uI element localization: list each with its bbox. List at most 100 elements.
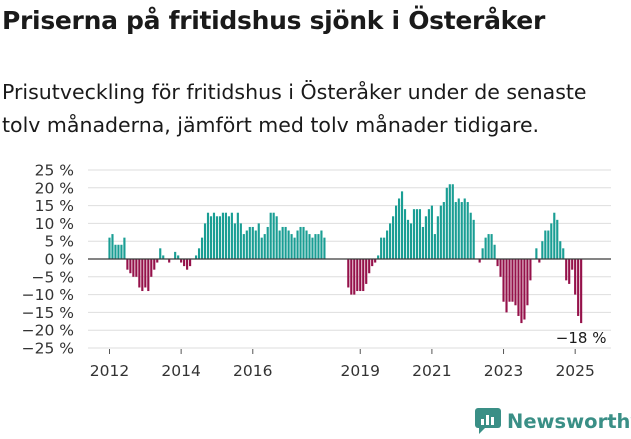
bar <box>200 237 204 259</box>
y-tick-label: 20 % <box>35 179 74 197</box>
bar <box>206 212 210 259</box>
bar <box>224 212 227 259</box>
bar <box>484 237 487 259</box>
bar <box>317 234 320 259</box>
bar <box>263 234 266 259</box>
bar <box>251 226 254 259</box>
bar <box>508 259 511 302</box>
bar <box>212 212 216 259</box>
bar <box>284 226 287 259</box>
bar <box>314 234 317 259</box>
bar <box>502 259 505 302</box>
x-tick-label: 2023 <box>484 362 523 380</box>
bar <box>481 248 484 259</box>
bar <box>415 209 419 259</box>
bar <box>409 223 413 259</box>
bar <box>496 259 499 267</box>
newsworthy-logo[interactable]: Newsworthy <box>475 406 631 436</box>
bar <box>126 259 129 270</box>
bar <box>236 212 239 259</box>
x-tick-label: 2014 <box>161 362 200 380</box>
bar <box>418 209 422 259</box>
y-tick-label: 5 % <box>44 233 74 251</box>
bar <box>562 248 565 259</box>
bar <box>362 259 365 292</box>
bar <box>403 209 407 259</box>
bar <box>347 259 350 288</box>
bar <box>356 259 359 292</box>
y-tick-label: −25 % <box>22 340 74 358</box>
bar <box>302 226 305 259</box>
bar <box>150 259 153 277</box>
bar <box>275 216 278 259</box>
bar <box>287 230 290 259</box>
bar <box>466 202 469 259</box>
x-tick-label: 2019 <box>341 362 380 380</box>
bar <box>350 259 353 295</box>
y-tick-label: −20 % <box>22 322 74 340</box>
bar <box>215 216 219 259</box>
bar <box>556 219 559 259</box>
y-axis: 25 %20 %15 %10 %5 %0 %−5 %−10 %−15 %−20 … <box>22 162 74 358</box>
bar <box>293 237 296 259</box>
x-tick-label: 2021 <box>412 362 451 380</box>
bar <box>436 216 439 259</box>
bar <box>550 223 553 259</box>
bar <box>168 259 171 263</box>
bar <box>442 202 445 259</box>
y-tick-label: 10 % <box>35 215 74 233</box>
bar <box>535 248 538 259</box>
bar <box>197 248 201 259</box>
bar <box>568 259 571 284</box>
bar <box>389 223 392 259</box>
chart-subtitle: Prisutveckling för fritidshus i Österåke… <box>2 80 587 137</box>
bar <box>394 205 398 259</box>
x-tick-label: 2016 <box>233 362 272 380</box>
bar <box>278 230 281 259</box>
bar <box>380 237 383 259</box>
bar <box>203 223 207 259</box>
bar <box>490 234 493 259</box>
bar <box>108 237 111 259</box>
bar <box>430 205 433 259</box>
x-tick-label: 2025 <box>555 362 594 380</box>
bar <box>517 259 520 316</box>
bar <box>445 187 448 259</box>
bar <box>233 223 236 259</box>
bar <box>365 259 368 284</box>
bar <box>541 241 544 259</box>
end-value-label: −18 % <box>556 329 607 347</box>
bar <box>368 259 371 274</box>
bar <box>371 259 374 267</box>
bar <box>138 259 141 288</box>
chart-title: Priserna på fritidshus sjönk i Österåker <box>2 6 545 35</box>
bar <box>406 219 410 259</box>
y-tick-label: 25 % <box>35 162 74 180</box>
bar <box>174 251 177 259</box>
bar <box>129 259 132 274</box>
bar <box>281 226 284 259</box>
x-tick-label: 2012 <box>90 362 129 380</box>
y-tick-label: −15 % <box>22 304 74 322</box>
bar <box>374 259 377 263</box>
bar <box>141 259 144 292</box>
bar <box>433 234 436 259</box>
bar <box>478 259 481 263</box>
bar <box>386 230 389 259</box>
bar <box>221 212 224 259</box>
bar <box>209 216 213 259</box>
bar <box>227 216 230 259</box>
bar <box>538 259 541 263</box>
bar <box>111 234 114 259</box>
bar <box>547 230 550 259</box>
bar <box>377 255 380 259</box>
bar <box>135 259 138 277</box>
bar <box>269 212 272 259</box>
bar <box>320 230 323 259</box>
bar <box>153 259 156 270</box>
bar <box>260 237 263 259</box>
bar <box>412 209 416 259</box>
bar <box>162 255 165 259</box>
bar <box>248 226 251 259</box>
